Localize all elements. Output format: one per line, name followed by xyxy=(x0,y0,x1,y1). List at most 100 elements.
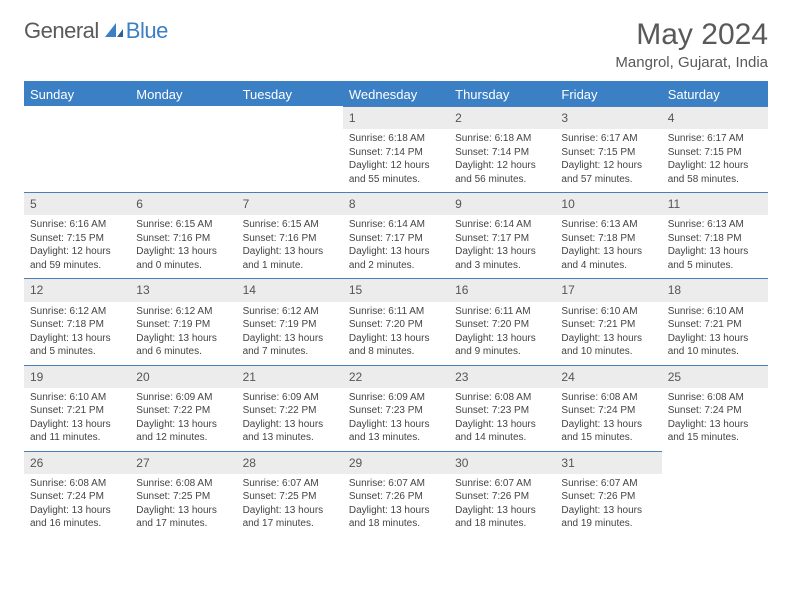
day-cell: 21Sunrise: 6:09 AMSunset: 7:22 PMDayligh… xyxy=(237,365,343,451)
daylight-line: Daylight: 13 hours and 16 minutes. xyxy=(30,505,111,530)
day-details: Sunrise: 6:17 AM Sunset: 7:15 PM Daylight:… xyxy=(662,129,768,192)
sunrise-line: Sunrise: 6:15 AM xyxy=(243,219,319,230)
day-number: 26 xyxy=(24,451,130,474)
daylight-line: Daylight: 13 hours and 2 minutes. xyxy=(349,246,430,271)
daylight-line: Daylight: 13 hours and 19 minutes. xyxy=(561,505,642,530)
daylight-line: Daylight: 13 hours and 11 minutes. xyxy=(30,419,111,444)
day-cell: 16Sunrise: 6:11 AMSunset: 7:20 PMDayligh… xyxy=(449,278,555,364)
daylight-line: Daylight: 13 hours and 4 minutes. xyxy=(561,246,642,271)
sunrise-line: Sunrise: 6:09 AM xyxy=(349,392,425,403)
sunrise-line: Sunrise: 6:07 AM xyxy=(349,478,425,489)
title-block: May 2024 Mangrol, Gujarat, India xyxy=(615,18,768,71)
sunrise-line: Sunrise: 6:14 AM xyxy=(455,219,531,230)
day-cell: 4Sunrise: 6:17 AMSunset: 7:15 PMDaylight… xyxy=(662,106,768,192)
day-number: 24 xyxy=(555,365,661,388)
empty-daynum xyxy=(130,106,236,129)
day-details: Sunrise: 6:07 AM Sunset: 7:26 PM Daylight:… xyxy=(555,474,661,537)
day-cell: 27Sunrise: 6:08 AMSunset: 7:25 PMDayligh… xyxy=(130,451,236,537)
day-cell: 15Sunrise: 6:11 AMSunset: 7:20 PMDayligh… xyxy=(343,278,449,364)
day-cell: 10Sunrise: 6:13 AMSunset: 7:18 PMDayligh… xyxy=(555,192,661,278)
day-number: 8 xyxy=(343,192,449,215)
sunrise-line: Sunrise: 6:11 AM xyxy=(455,306,530,317)
day-cell: 6Sunrise: 6:15 AMSunset: 7:16 PMDaylight… xyxy=(130,192,236,278)
day-details: Sunrise: 6:13 AMSunset: 7:18 PMDaylight:… xyxy=(555,215,661,278)
daylight-line: Daylight: 13 hours and 10 minutes. xyxy=(668,333,749,358)
day-cell: 9Sunrise: 6:14 AMSunset: 7:17 PMDaylight… xyxy=(449,192,555,278)
sunrise-line: Sunrise: 6:13 AM xyxy=(561,219,637,230)
day-details: Sunrise: 6:15 AM Sunset: 7:16 PM Daylight:… xyxy=(130,215,236,278)
day-details: Sunrise: 6:08 AMSunset: 7:24 PMDaylight:… xyxy=(24,474,130,537)
sunrise-line: Sunrise: 6:10 AM xyxy=(668,306,744,317)
day-details: Sunrise: 6:15 AMSunset: 7:16 PMDaylight:… xyxy=(237,215,343,278)
week-row: 12Sunrise: 6:12 AMSunset: 7:18 PMDayligh… xyxy=(24,278,768,364)
sunset-line: Sunset: 7:18 PM xyxy=(668,233,742,244)
day-cell: 30Sunrise: 6:07 AMSunset: 7:26 PMDayligh… xyxy=(449,451,555,537)
day-number: 16 xyxy=(449,278,555,301)
logo-text-blue: Blue xyxy=(126,18,168,44)
day-details: Sunrise: 6:12 AMSunset: 7:19 PMDaylight:… xyxy=(130,302,236,365)
daylight-line: Daylight: 13 hours and 18 minutes. xyxy=(349,505,430,530)
daylight-line: Daylight: 12 hours and 58 minutes. xyxy=(668,160,749,185)
sunset-line: Sunset: 7:26 PM xyxy=(561,491,635,502)
day-details: Sunrise: 6:09 AMSunset: 7:22 PMDaylight:… xyxy=(237,388,343,451)
week-row: 26Sunrise: 6:08 AMSunset: 7:24 PMDayligh… xyxy=(24,451,768,537)
day-cell: 19Sunrise: 6:10 AMSunset: 7:21 PMDayligh… xyxy=(24,365,130,451)
day-details: Sunrise: 6:17 AMSunset: 7:15 PMDaylight:… xyxy=(555,129,661,192)
day-number: 13 xyxy=(130,278,236,301)
day-number: 7 xyxy=(237,192,343,215)
sunset-line: Sunset: 7:24 PM xyxy=(561,405,635,416)
sunset-line: Sunset: 7:15 PM xyxy=(561,147,635,158)
day-number: 11 xyxy=(662,192,768,215)
daylight-line: Daylight: 13 hours and 15 minutes. xyxy=(561,419,642,444)
sunset-line: Sunset: 7:16 PM xyxy=(136,233,210,244)
day-number: 14 xyxy=(237,278,343,301)
daylight-line: Daylight: 13 hours and 6 minutes. xyxy=(136,333,217,358)
daylight-line: Daylight: 13 hours and 18 minutes. xyxy=(455,505,536,530)
calendar-body: 1Sunrise: 6:18 AMSunset: 7:14 PMDaylight… xyxy=(24,106,768,537)
day-number: 10 xyxy=(555,192,661,215)
day-cell: 26Sunrise: 6:08 AMSunset: 7:24 PMDayligh… xyxy=(24,451,130,537)
day-cell: 3Sunrise: 6:17 AMSunset: 7:15 PMDaylight… xyxy=(555,106,661,192)
day-details: Sunrise: 6:18 AMSunset: 7:14 PMDaylight:… xyxy=(449,129,555,192)
day-details: Sunrise: 6:11 AMSunset: 7:20 PMDaylight:… xyxy=(449,302,555,365)
day-number: 12 xyxy=(24,278,130,301)
dow-sunday: Sunday xyxy=(24,82,130,106)
day-details: Sunrise: 6:08 AMSunset: 7:24 PMDaylight:… xyxy=(662,388,768,451)
day-cell: 13Sunrise: 6:12 AMSunset: 7:19 PMDayligh… xyxy=(130,278,236,364)
day-details: Sunrise: 6:18 AMSunset: 7:14 PMDaylight:… xyxy=(343,129,449,192)
month-title: May 2024 xyxy=(615,18,768,52)
day-details: Sunrise: 6:07 AMSunset: 7:25 PMDaylight:… xyxy=(237,474,343,537)
sunrise-line: Sunrise: 6:17 AM xyxy=(668,133,744,144)
sunset-line: Sunset: 7:23 PM xyxy=(455,405,529,416)
day-number: 29 xyxy=(343,451,449,474)
sunrise-line: Sunrise: 6:07 AM xyxy=(561,478,637,489)
sunset-line: Sunset: 7:20 PM xyxy=(349,319,423,330)
sunrise-line: Sunrise: 6:08 AM xyxy=(455,392,531,403)
sunrise-line: Sunrise: 6:18 AM xyxy=(349,133,425,144)
day-details: Sunrise: 6:10 AMSunset: 7:21 PMDaylight:… xyxy=(555,302,661,365)
sunset-line: Sunset: 7:21 PM xyxy=(561,319,635,330)
sunrise-line: Sunrise: 6:07 AM xyxy=(243,478,319,489)
day-cell: 14Sunrise: 6:12 AMSunset: 7:19 PMDayligh… xyxy=(237,278,343,364)
day-cell: 5Sunrise: 6:16 AMSunset: 7:15 PMDaylight… xyxy=(24,192,130,278)
empty-cell xyxy=(237,106,343,192)
daylight-line: Daylight: 13 hours and 0 minutes. xyxy=(136,246,217,271)
day-number: 28 xyxy=(237,451,343,474)
day-number: 19 xyxy=(24,365,130,388)
sunrise-line: Sunrise: 6:09 AM xyxy=(136,392,212,403)
day-cell: 11Sunrise: 6:13 AMSunset: 7:18 PMDayligh… xyxy=(662,192,768,278)
daylight-line: Daylight: 13 hours and 13 minutes. xyxy=(349,419,430,444)
daylight-line: Daylight: 12 hours and 55 minutes. xyxy=(349,160,430,185)
day-number: 18 xyxy=(662,278,768,301)
sunset-line: Sunset: 7:18 PM xyxy=(30,319,104,330)
day-cell: 29Sunrise: 6:07 AMSunset: 7:26 PMDayligh… xyxy=(343,451,449,537)
daylight-line: Daylight: 13 hours and 17 minutes. xyxy=(136,505,217,530)
sunset-line: Sunset: 7:15 PM xyxy=(668,147,742,158)
sunrise-line: Sunrise: 6:14 AM xyxy=(349,219,425,230)
day-details: Sunrise: 6:12 AMSunset: 7:19 PMDaylight:… xyxy=(237,302,343,365)
day-number: 20 xyxy=(130,365,236,388)
sunrise-line: Sunrise: 6:15 AM xyxy=(136,219,212,230)
empty-daynum xyxy=(662,451,768,474)
sunset-line: Sunset: 7:24 PM xyxy=(30,491,104,502)
day-number: 15 xyxy=(343,278,449,301)
